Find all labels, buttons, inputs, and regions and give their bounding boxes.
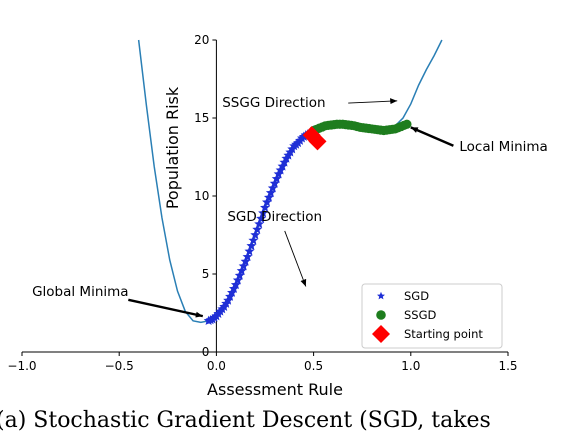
sgd-point <box>242 251 253 262</box>
sgd-point <box>252 224 263 234</box>
population-risk-curve <box>137 39 443 324</box>
sgd-point <box>236 265 247 276</box>
legend-ssgd-marker <box>376 310 386 320</box>
sgd-point <box>260 202 270 212</box>
annotation-label: SGD Direction <box>227 209 322 225</box>
sgd-series <box>203 125 319 326</box>
legend: SGD SSGD Starting point <box>361 283 503 349</box>
x-axis-label: Assessment Rule <box>207 380 343 399</box>
ssgd-point <box>402 119 412 129</box>
y-tick-label: 20 <box>194 33 209 47</box>
legend-label: Starting point <box>404 327 483 341</box>
y-tick-label: 10 <box>194 189 209 203</box>
sgd-point <box>238 261 249 271</box>
annotation-label: SSGG Direction <box>222 95 325 111</box>
annotation-label: Local Minima <box>459 139 547 155</box>
sgd-point <box>267 183 278 193</box>
sgd-point <box>246 240 257 251</box>
annotation-arrow <box>348 98 398 105</box>
sgd-point <box>262 197 272 207</box>
sgd-point <box>234 270 245 280</box>
legend-sgd-marker <box>377 291 385 300</box>
sgd-point <box>269 178 280 188</box>
legend-box <box>361 283 503 349</box>
y-tick-label: 5 <box>202 267 210 281</box>
sgd-point <box>230 279 241 290</box>
legend-starting-point-marker <box>372 325 390 343</box>
annotation-arrow <box>128 298 204 318</box>
sgd-point <box>250 229 261 240</box>
annotation-label: Global Minima <box>32 284 128 300</box>
x-tick-label: −0.5 <box>105 359 134 373</box>
ssgd-series <box>309 119 412 136</box>
sgd-point <box>256 213 267 223</box>
sgd-point <box>263 192 274 202</box>
sgd-point <box>232 275 243 285</box>
annotation-arrow <box>284 230 307 287</box>
sgd-point <box>271 173 282 184</box>
x-tick-label: 1.5 <box>498 359 517 373</box>
y-tick-label: 0 <box>202 345 210 359</box>
x-tick-label: 0.5 <box>304 359 323 373</box>
x-tick-label: 0.0 <box>207 359 226 373</box>
figure-caption: (a) Stochastic Gradient Descent (SGD, ta… <box>0 408 491 433</box>
y-axis-label: Population Risk <box>163 86 182 209</box>
y-tick-label: 15 <box>194 111 209 125</box>
sgd-point <box>244 246 255 256</box>
sgd-point <box>265 187 276 198</box>
legend-label: SSGD <box>404 308 437 322</box>
annotation-arrow <box>410 126 454 147</box>
sgd-point <box>240 256 251 266</box>
sgd-point <box>248 235 259 245</box>
starting-point-marker <box>308 132 327 151</box>
sgd-point <box>258 207 268 218</box>
x-tick-label: 1.0 <box>401 359 420 373</box>
x-tick-label: −1.0 <box>7 359 36 373</box>
sgd-point <box>254 218 265 229</box>
legend-label: SGD <box>404 289 429 303</box>
